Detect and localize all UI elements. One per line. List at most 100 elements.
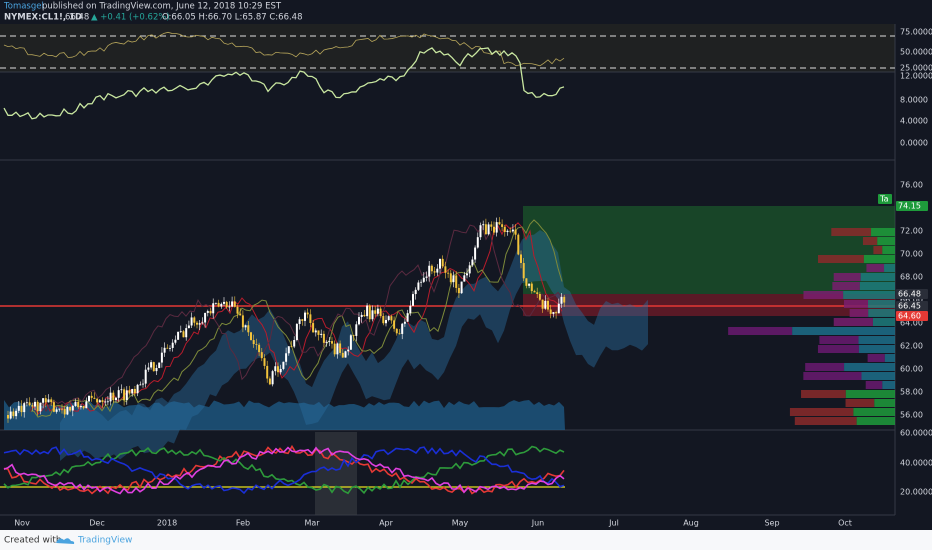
candle-body (128, 390, 131, 394)
candle-body (163, 347, 166, 353)
candle-body (495, 222, 498, 233)
candle-body (560, 296, 563, 304)
price-tag-bg (878, 194, 892, 204)
candle-body (544, 300, 547, 309)
volume-profile-bar (801, 390, 846, 398)
candle-body (104, 401, 107, 403)
time-label: Jul (608, 519, 619, 528)
candle-body (204, 312, 207, 323)
candle-body (247, 325, 250, 333)
candle-body (455, 275, 458, 288)
candle-body (12, 411, 15, 417)
candle-body (88, 395, 90, 402)
volume-profile-bar (868, 300, 895, 308)
candle-body (530, 283, 533, 292)
volume-profile-bar (862, 237, 878, 245)
candle-body (117, 390, 120, 398)
candle-body (320, 333, 323, 335)
axis-tick-label: 0.0000 (900, 139, 928, 148)
candle-body (250, 332, 252, 341)
candle-body (487, 224, 490, 235)
volume-profile-bar (874, 399, 895, 407)
candle-body (174, 339, 177, 343)
axis-tick-label: 68.00 (900, 273, 923, 282)
candle-body (158, 362, 161, 369)
candle-body (31, 405, 34, 407)
candle-body (328, 341, 331, 342)
footer-brand[interactable]: TradingView (77, 536, 132, 546)
candle-body (223, 301, 225, 304)
candle-body (371, 310, 374, 320)
candle-body (476, 237, 479, 248)
candle-body (198, 323, 201, 325)
candle-body (115, 397, 117, 401)
candle-body (268, 378, 271, 385)
change: ▲ +0.41 (+0.62%) (91, 13, 170, 23)
candle-body (490, 224, 493, 227)
candle-body (379, 308, 382, 316)
candle-body (549, 309, 552, 314)
candle-body (517, 234, 520, 255)
candle-body (398, 333, 401, 335)
axis-tick-label: 8.0000 (900, 96, 928, 105)
volume-profile-bar (884, 264, 895, 272)
candle-body (457, 287, 460, 294)
volume-profile-bar (805, 363, 845, 371)
candle-body (322, 333, 325, 343)
candle-body (66, 406, 69, 415)
volume-profile-bar (871, 228, 895, 236)
candle-body (522, 262, 525, 279)
candle-body (277, 366, 279, 373)
time-label: Mar (304, 519, 320, 528)
candle-body (136, 384, 139, 394)
candle-body (252, 340, 255, 345)
volume-profile-bar (868, 309, 895, 317)
price-tag: Ta (879, 195, 889, 204)
candle-body (406, 313, 409, 322)
volume-profile-bar (856, 417, 895, 425)
candle-body (258, 344, 261, 353)
candle-body (150, 362, 153, 368)
dmi-line (3, 446, 565, 495)
candle-body (403, 321, 406, 324)
candle-body (460, 281, 463, 294)
time-label: May (452, 519, 469, 528)
candle-body (241, 315, 244, 328)
candle-body (339, 343, 342, 353)
author[interactable]: Tomasgel (3, 2, 44, 12)
candle-body (412, 294, 414, 306)
candle-body (193, 317, 196, 323)
candle-body (169, 347, 171, 349)
candle-body (131, 388, 134, 394)
axis-tick-label: 58.00 (900, 388, 923, 397)
axis-tick-label: 64.00 (900, 319, 923, 328)
axis-tick-label: 20.0000 (900, 488, 932, 497)
candle-body (236, 306, 239, 314)
candle-body (301, 319, 304, 321)
candle-body (69, 406, 72, 411)
candle-body (417, 282, 420, 290)
candle-body (25, 402, 28, 404)
volume-profile-bar (853, 408, 895, 416)
target-zone (523, 206, 895, 294)
candle-body (155, 368, 158, 372)
candle-body (506, 230, 509, 233)
candle-body (547, 300, 549, 310)
logo (56, 538, 75, 544)
candle-body (474, 247, 477, 260)
volume-profile-bar (833, 273, 861, 281)
candle-body (555, 312, 558, 314)
price-tag: 66.45 (898, 302, 921, 311)
candle-body (144, 369, 147, 384)
candle-body (63, 408, 66, 415)
candle-body (414, 289, 417, 295)
volume-profile-bar (794, 417, 857, 425)
time-label: Aug (683, 519, 699, 528)
candle-body (290, 346, 293, 348)
highlight-region (315, 432, 357, 515)
candle-body (501, 224, 504, 227)
candle-body (409, 305, 412, 314)
candle-body (71, 405, 74, 411)
